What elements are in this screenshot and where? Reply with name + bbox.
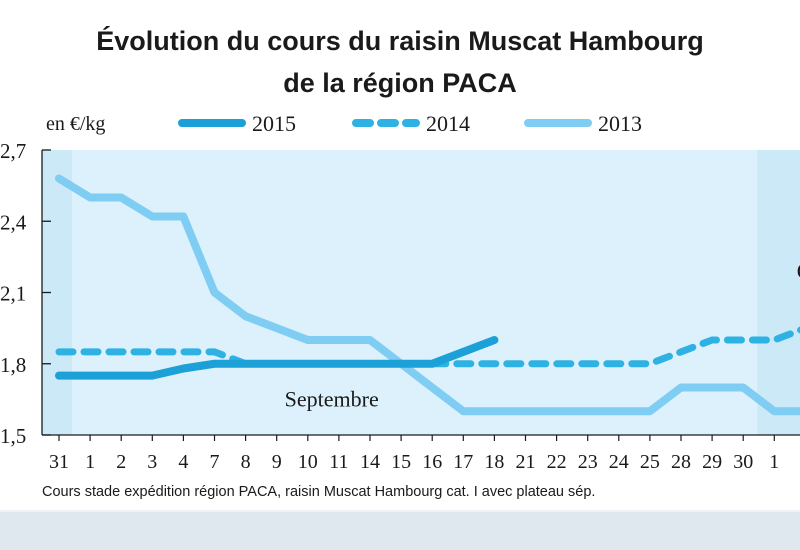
y-tick-label: 2,7 (0, 139, 26, 163)
x-tick-label: 22 (547, 451, 567, 473)
x-tick-label: 2 (116, 451, 126, 473)
y-axis-unit-label: en €/kg (46, 113, 105, 135)
x-tick-label: 7 (210, 451, 220, 473)
chart-card: Évolution du cours du raisin Muscat Hamb… (0, 0, 800, 510)
x-tick-label: 30 (733, 451, 753, 473)
x-tick-label: 4 (178, 451, 188, 473)
legend-label-2014: 2014 (426, 111, 470, 136)
chart-title-line-1: Évolution du cours du raisin Muscat Hamb… (96, 25, 704, 56)
legend-label-2015: 2015 (252, 111, 296, 136)
x-tick-label: 29 (702, 451, 722, 473)
x-tick-label: 3 (147, 451, 157, 473)
legend: 2015 2014 2013 (178, 111, 642, 136)
x-tick-label: 8 (241, 451, 251, 473)
annotation-septembre: Septembre (285, 387, 379, 412)
x-tick-label: 1 (769, 451, 779, 473)
plot-area: 2,72,42,11,81,531 1 2 3 4 7 8 9 10 11 14 15 16 17 18 21… (0, 139, 800, 473)
y-tick-label: 1,8 (0, 353, 26, 377)
x-tick-label: 14 (360, 451, 380, 473)
x-tick-label: 31 (49, 451, 69, 473)
series-line-2015 (55, 336, 499, 380)
chart-title-line-2: de la région PACA (283, 68, 517, 98)
x-tick-label: 23 (578, 451, 598, 473)
x-tick-label: 21 (516, 451, 536, 473)
x-tick-label: 16 (422, 451, 442, 473)
shade-band-october (757, 150, 800, 435)
source-note: Cours stade expédition région PACA, rais… (42, 484, 595, 500)
plot-background (42, 150, 800, 435)
x-tick-label: 18 (484, 451, 504, 473)
bottom-band (0, 512, 800, 550)
x-tick-label: 17 (453, 451, 473, 473)
x-tick-label: 24 (609, 451, 629, 473)
x-tick-label: 25 (640, 451, 660, 473)
y-tick-label: 1,5 (0, 424, 26, 448)
x-tick-label: 1 (85, 451, 95, 473)
y-tick-label: 2,1 (0, 282, 26, 306)
y-tick-label: 2,4 (0, 210, 27, 234)
legend-label-2013: 2013 (598, 111, 642, 136)
series-line-2013 (55, 174, 800, 416)
x-tick-label: 9 (272, 451, 282, 473)
annotation-october: Oct. (797, 258, 800, 283)
x-tick-label: 11 (329, 451, 348, 473)
x-tick-label: 15 (391, 451, 411, 473)
x-tick-label: 10 (298, 451, 318, 473)
line-chart: Évolution du cours du raisin Muscat Hamb… (0, 25, 800, 500)
x-tick-label: 28 (671, 451, 691, 473)
